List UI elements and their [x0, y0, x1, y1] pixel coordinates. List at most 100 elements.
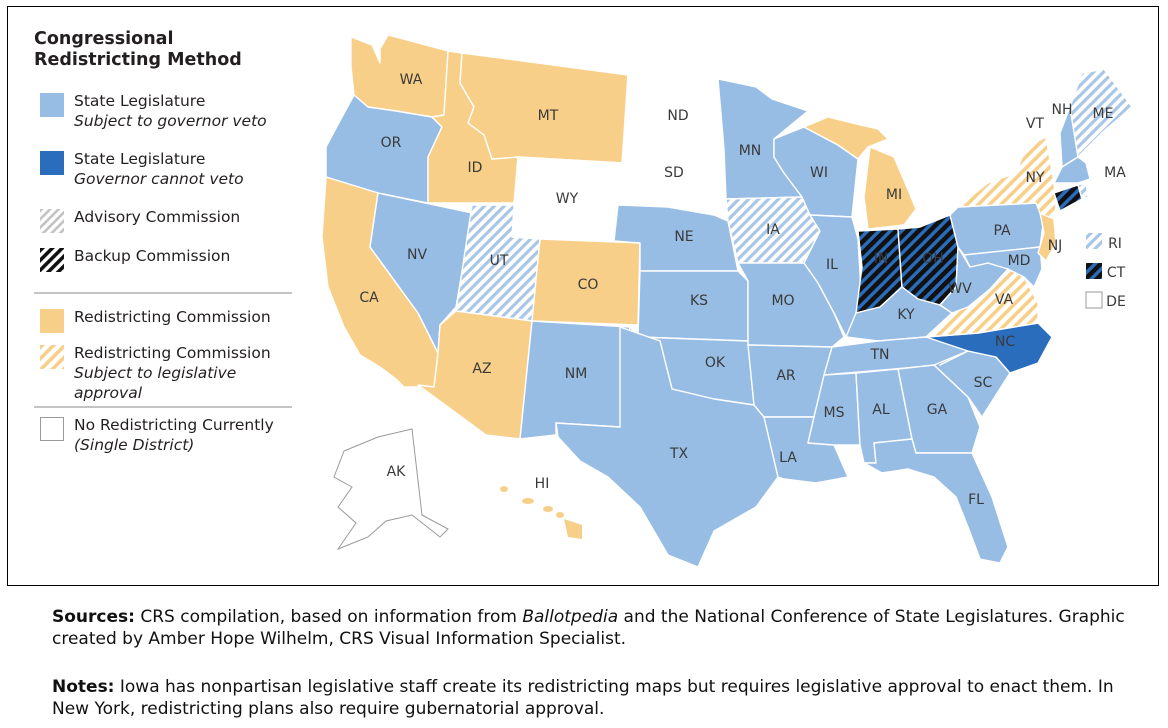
state-label-ny: NY — [1025, 170, 1044, 186]
legend-title-line1: Congressional — [34, 29, 174, 49]
swatch-black-hatch — [40, 248, 64, 272]
state-label-ak: AK — [387, 464, 407, 480]
state-label-md: MD — [1008, 253, 1031, 269]
state-label-sd: SD — [664, 165, 684, 181]
state-sd — [617, 146, 727, 216]
legend-title: Congressional Redistricting Method — [34, 29, 264, 71]
state-md — [963, 246, 1043, 288]
state-label-ks: KS — [690, 293, 708, 309]
state-label-ms: MS — [824, 405, 845, 421]
legend-item-redistricting-commission: Redistricting Commission — [34, 307, 298, 343]
state-label-az: AZ — [472, 361, 491, 377]
notes-text: Iowa has nonpartisan legislative staff c… — [52, 677, 1114, 719]
legend-item-state-legislature: State Legislature Subject to governor ve… — [34, 91, 298, 149]
legend-item-no-redistricting: No Redistricting Currently (Single Distr… — [34, 415, 298, 473]
state-label-in: IN — [874, 251, 889, 267]
state-il — [803, 214, 863, 338]
state-label-al: AL — [872, 402, 890, 418]
sources-text: CRS compilation, based on information fr… — [134, 607, 523, 627]
sources-note: Sources: CRS compilation, based on infor… — [52, 606, 1142, 650]
legend-title-line2: Redistricting Method — [34, 50, 242, 70]
state-mi — [863, 146, 917, 230]
state-label-la: LA — [779, 450, 797, 466]
legend-label: State Legislature — [74, 92, 206, 110]
legend-sublabel: (Single District) — [74, 436, 195, 454]
legend-label: Redistricting Commission — [74, 308, 271, 326]
legend-item-backup-commission: Backup Commission — [34, 246, 298, 285]
state-label-il: IL — [826, 257, 838, 273]
state-tx — [555, 326, 779, 568]
ri-swatch — [1086, 233, 1102, 249]
state-ma — [1053, 156, 1091, 184]
swatch-light-blue — [40, 93, 64, 117]
state-label-mt: MT — [538, 108, 559, 124]
sources-italic: Ballotpedia — [522, 607, 619, 627]
state-label-ne: NE — [674, 229, 693, 245]
state-label-wa: WA — [400, 72, 423, 88]
state-label-ct: CT — [1107, 265, 1126, 281]
legend-item-advisory-commission: Advisory Commission — [34, 207, 298, 246]
ct-swatch — [1086, 263, 1102, 279]
sources-label: Sources: — [52, 607, 135, 627]
state-label-hi: HI — [535, 476, 550, 492]
state-label-ri: RI — [1108, 236, 1122, 252]
legend-label: Redistricting Commission — [74, 344, 271, 362]
swatch-gray-hatch — [40, 209, 64, 233]
legend-item-state-legislature-no-veto: State Legislature Governor cannot veto — [34, 149, 298, 207]
state-label-tx: TX — [669, 446, 689, 462]
us-map: WA OR CA ID NV MT WY UT AZ CO NM ND SD NE KS OK TX MN IA MO… — [34, 34, 1133, 568]
state-label-wy: WY — [556, 191, 579, 207]
state-label-mn: MN — [739, 143, 762, 159]
state-label-ar: AR — [776, 368, 796, 384]
state-label-ca: CA — [359, 290, 379, 306]
sources-text-2: and the National Conference of State Leg… — [52, 607, 1125, 649]
state-ct — [1053, 184, 1083, 212]
legend-label: Backup Commission — [74, 247, 231, 265]
state-label-oh: OH — [922, 251, 944, 267]
state-label-wv: WV — [948, 281, 972, 297]
state-label-nm: NM — [565, 366, 588, 382]
state-label-vt: VT — [1026, 116, 1045, 132]
notes-note: Notes: Iowa has nonpartisan legislative … — [52, 676, 1142, 720]
legend-sublabel: Subject to legislative approval — [74, 364, 237, 402]
state-label-co: CO — [578, 277, 599, 293]
state-label-fl: FL — [968, 492, 984, 508]
de-swatch — [1085, 291, 1103, 309]
state-label-nv: NV — [407, 247, 427, 263]
swatch-yellow — [40, 309, 64, 333]
state-fl — [863, 438, 1009, 564]
state-label-nd: ND — [667, 108, 688, 124]
state-hi — [500, 486, 582, 539]
state-label-de: DE — [1106, 294, 1126, 310]
state-label-nc: NC — [995, 334, 1015, 350]
state-label-me: ME — [1093, 106, 1114, 122]
state-mi-up — [803, 116, 889, 160]
state-label-ma: MA — [1104, 165, 1126, 181]
state-label-nh: NH — [1052, 102, 1073, 118]
legend-label: Advisory Commission — [74, 208, 241, 226]
legend-sublabel: Governor cannot veto — [74, 170, 244, 188]
legend-item-redistricting-commission-approval: Redistricting Commission Subject to legi… — [34, 343, 298, 402]
legend-label: No Redistricting Currently — [74, 416, 274, 434]
legend-sublabel: Subject to governor veto — [74, 112, 267, 130]
state-label-ia: IA — [766, 222, 780, 238]
state-label-ut: UT — [490, 253, 509, 269]
map-figure: WA OR CA ID NV MT WY UT AZ CO NM ND SD NE KS OK TX MN IA MO… — [7, 6, 1159, 586]
state-label-nj: NJ — [1048, 238, 1063, 254]
swatch-white — [40, 417, 64, 441]
state-label-tn: TN — [869, 347, 889, 363]
state-label-ok: OK — [705, 355, 726, 371]
state-label-or: OR — [381, 135, 402, 151]
state-ak — [333, 428, 449, 551]
state-label-sc: SC — [974, 375, 993, 391]
state-label-ga: GA — [927, 402, 948, 418]
state-ri — [1077, 182, 1089, 200]
state-label-pa: PA — [993, 223, 1011, 239]
legend-label: State Legislature — [74, 150, 206, 168]
state-label-mi: MI — [886, 187, 902, 203]
legend: Congressional Redistricting Method State… — [34, 29, 298, 473]
state-label-mo: MO — [771, 293, 794, 309]
swatch-yellow-hatch — [40, 345, 64, 369]
state-label-va: VA — [995, 292, 1014, 308]
notes-label: Notes: — [52, 677, 115, 697]
